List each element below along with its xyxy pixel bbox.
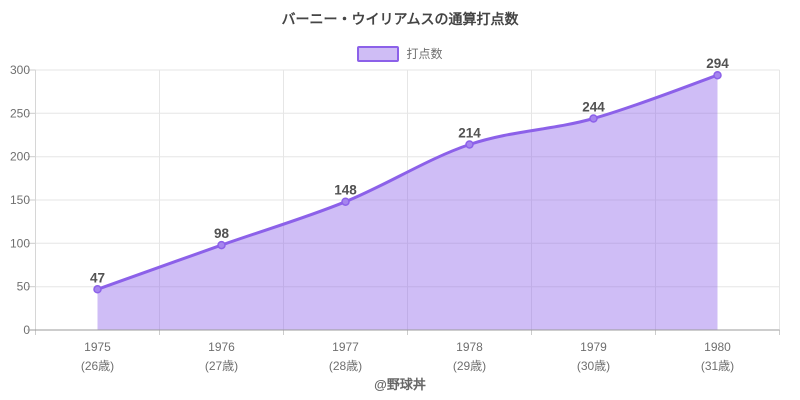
y-axis-label: 50 — [17, 280, 31, 294]
legend-item[interactable]: 打点数 — [0, 45, 800, 62]
data-label: 294 — [706, 56, 729, 71]
y-axis-label: 200 — [10, 150, 30, 164]
y-axis-label: 150 — [10, 193, 30, 207]
legend-label: 打点数 — [406, 47, 443, 61]
data-point[interactable] — [93, 285, 102, 294]
x-axis-label-age: (29歳) — [453, 359, 486, 373]
data-point[interactable] — [465, 140, 474, 149]
data-label: 98 — [214, 226, 230, 241]
data-point[interactable] — [713, 70, 722, 80]
legend-swatch-icon — [357, 45, 400, 62]
x-axis-label-age: (28歳) — [329, 359, 362, 373]
x-axis-label-year: 1976 — [208, 340, 235, 354]
y-axis-label: 300 — [10, 63, 30, 77]
data-point[interactable] — [217, 240, 226, 250]
footer-credit: @野球丼 — [374, 377, 426, 392]
x-axis-label-year: 1975 — [84, 340, 111, 354]
x-axis-label-age: (31歳) — [701, 359, 734, 373]
x-axis-label-year: 1980 — [704, 340, 731, 354]
x-axis-label-age: (30歳) — [577, 359, 610, 373]
data-label: 244 — [582, 100, 605, 115]
data-point[interactable] — [341, 197, 350, 206]
x-axis-label-year: 1978 — [456, 340, 483, 354]
x-axis-label-year: 1977 — [332, 340, 359, 354]
chart-title: バーニー・ウイリアムスの通算打点数 — [281, 11, 519, 27]
y-axis-label: 250 — [10, 106, 30, 120]
data-point[interactable] — [589, 114, 598, 123]
y-axis-label: 100 — [10, 236, 30, 250]
data-label: 214 — [458, 126, 481, 141]
series-area — [97, 75, 718, 330]
y-axis-label: 0 — [23, 323, 30, 337]
x-axis-label-year: 1979 — [580, 340, 607, 354]
x-axis-label-age: (26歳) — [81, 359, 114, 373]
series-line — [96, 73, 719, 291]
x-axis-label-age: (27歳) — [205, 359, 238, 373]
data-label: 47 — [90, 270, 105, 285]
data-label: 148 — [334, 183, 357, 198]
